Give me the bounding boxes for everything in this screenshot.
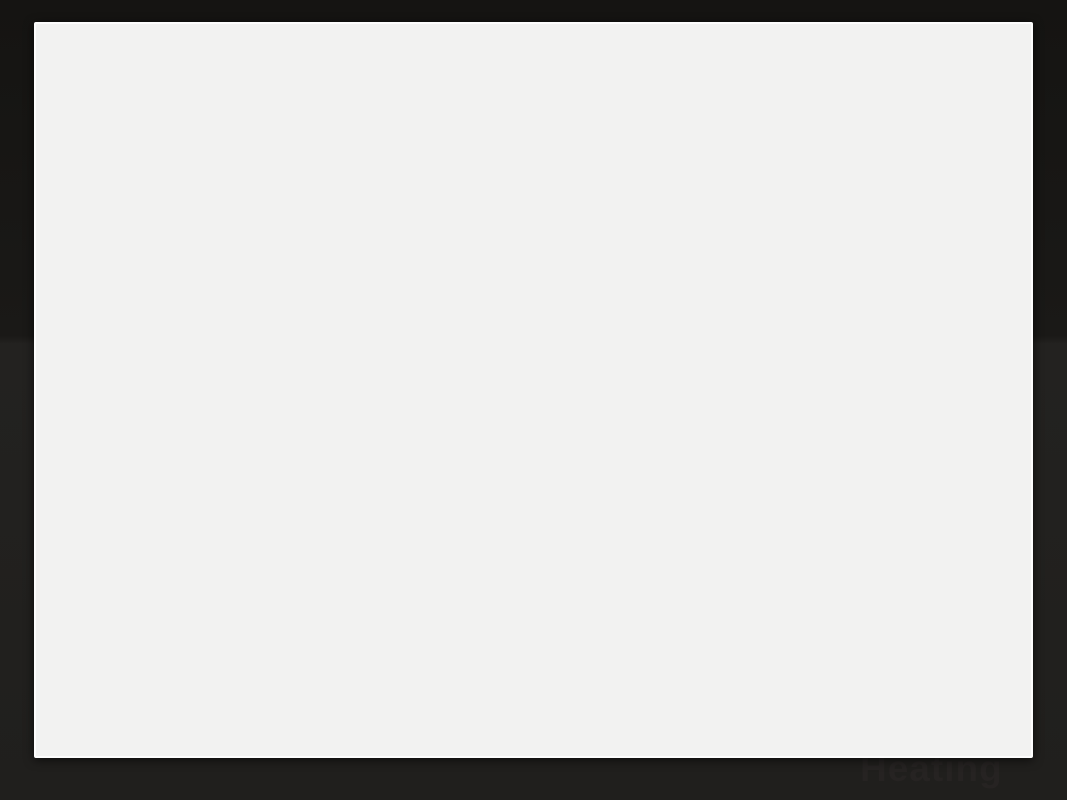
- weektable-panel: [34, 22, 1033, 758]
